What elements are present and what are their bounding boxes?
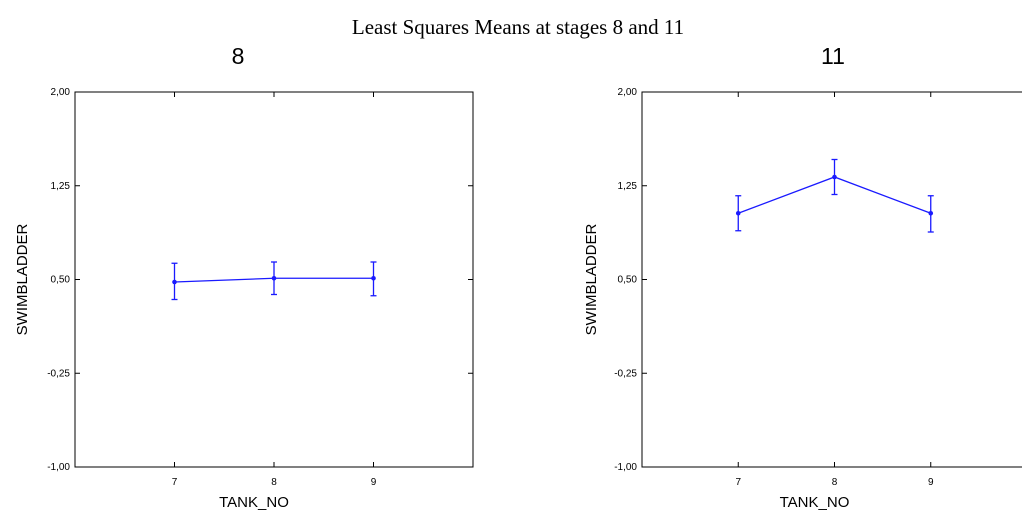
x-tick-label: 7 (735, 477, 741, 488)
y-tick-label: 0,50 (51, 275, 71, 286)
data-point (371, 275, 376, 281)
y-tick-label: 0,50 (618, 275, 638, 286)
y-tick-label: 1,25 (51, 181, 71, 192)
x-tick-label: 8 (271, 477, 277, 488)
chart-panel-stage-11: 11 2,00 1,25 0,50 -0,25 -1,00 7 8 9 TANK_NO SWIMBL… (583, 43, 1022, 511)
x-axis-label: TANK_NO (780, 494, 850, 511)
x-tick-label: 8 (832, 477, 838, 488)
y-tick-label: 2,00 (51, 87, 71, 98)
x-axis-label: TANK_NO (219, 494, 289, 511)
chart-panel-stage-8: 8 2,00 1,25 0,50 -0,25 -1,00 7 8 9 TANK_NO SWIMBLA… (14, 43, 474, 511)
y-tick-label: -1,00 (614, 462, 637, 473)
y-axis-label: SWIMBLADDER (14, 223, 31, 335)
y-tick-label: -1,00 (47, 462, 70, 473)
y-tick-label: 1,25 (618, 181, 638, 192)
figure-title: Least Squares Means at stages 8 and 11 (352, 15, 684, 39)
y-tick-label: -0,25 (47, 368, 70, 379)
x-tick-label: 9 (371, 477, 377, 488)
data-point (735, 210, 741, 216)
panel-title: 11 (821, 43, 845, 69)
panel-title: 8 (232, 43, 245, 69)
data-point (271, 275, 277, 281)
data-point (928, 210, 934, 216)
data-point (832, 174, 837, 180)
y-tick-label: 2,00 (618, 87, 638, 98)
x-tick-label: 9 (928, 477, 934, 488)
y-tick-label: -0,25 (614, 368, 637, 379)
x-tick-label: 7 (172, 477, 178, 488)
y-axis-label: SWIMBLADDER (583, 223, 600, 335)
data-point (172, 279, 177, 285)
